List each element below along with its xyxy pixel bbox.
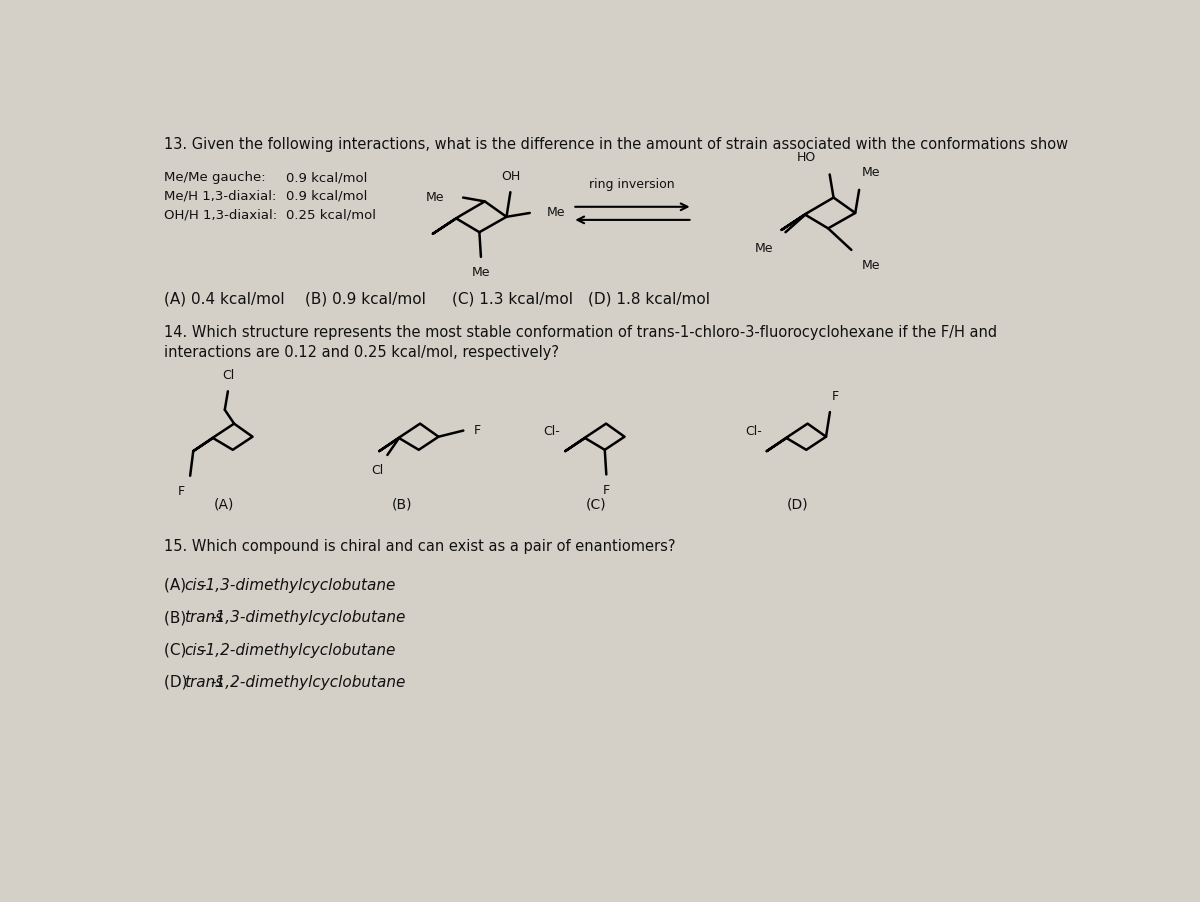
Text: 14. Which structure represents the most stable conformation of trans-1-chloro-3-: 14. Which structure represents the most … bbox=[164, 326, 997, 340]
Text: OH: OH bbox=[500, 170, 520, 183]
Text: (B): (B) bbox=[164, 611, 191, 625]
Text: -1,3-dimethylcyclobutane: -1,3-dimethylcyclobutane bbox=[200, 578, 395, 593]
Text: Cl: Cl bbox=[371, 465, 384, 477]
Text: (A): (A) bbox=[214, 497, 234, 511]
Text: 15. Which compound is chiral and can exist as a pair of enantiomers?: 15. Which compound is chiral and can exi… bbox=[164, 539, 676, 555]
Text: Me/H 1,3-diaxial:: Me/H 1,3-diaxial: bbox=[164, 189, 276, 203]
Text: (C): (C) bbox=[586, 497, 606, 511]
Text: F: F bbox=[602, 483, 610, 497]
Text: Me: Me bbox=[863, 259, 881, 272]
Text: F: F bbox=[178, 485, 185, 498]
Text: 0.25 kcal/mol: 0.25 kcal/mol bbox=[286, 208, 376, 221]
Text: Me/Me gauche:: Me/Me gauche: bbox=[164, 171, 265, 184]
Text: (C): (C) bbox=[164, 642, 191, 658]
Text: -1,2-dimethylcyclobutane: -1,2-dimethylcyclobutane bbox=[210, 675, 406, 690]
Text: Cl-: Cl- bbox=[745, 426, 762, 438]
Text: trans: trans bbox=[184, 611, 223, 625]
Text: -1,2-dimethylcyclobutane: -1,2-dimethylcyclobutane bbox=[200, 642, 395, 658]
Text: (D): (D) bbox=[787, 497, 809, 511]
Text: (D) 1.8 kcal/mol: (D) 1.8 kcal/mol bbox=[588, 291, 710, 307]
Text: cis: cis bbox=[184, 642, 205, 658]
Text: (B) 0.9 kcal/mol: (B) 0.9 kcal/mol bbox=[305, 291, 426, 307]
Text: (A) 0.4 kcal/mol: (A) 0.4 kcal/mol bbox=[164, 291, 284, 307]
Text: Me: Me bbox=[547, 207, 565, 219]
Text: (A): (A) bbox=[164, 578, 191, 593]
Text: F: F bbox=[833, 390, 839, 403]
Text: (B): (B) bbox=[391, 497, 413, 511]
Text: 0.9 kcal/mol: 0.9 kcal/mol bbox=[286, 189, 367, 203]
Text: ring inversion: ring inversion bbox=[589, 179, 674, 191]
Text: OH/H 1,3-diaxial:: OH/H 1,3-diaxial: bbox=[164, 208, 277, 221]
Text: -1,3-dimethylcyclobutane: -1,3-dimethylcyclobutane bbox=[210, 611, 406, 625]
Text: Me: Me bbox=[472, 266, 490, 279]
Text: 0.9 kcal/mol: 0.9 kcal/mol bbox=[286, 171, 367, 184]
Text: F: F bbox=[474, 424, 481, 437]
Text: Cl-: Cl- bbox=[544, 426, 560, 438]
Text: interactions are 0.12 and 0.25 kcal/mol, respectively?: interactions are 0.12 and 0.25 kcal/mol,… bbox=[164, 345, 559, 361]
Text: 13. Given the following interactions, what is the difference in the amount of st: 13. Given the following interactions, wh… bbox=[164, 137, 1068, 152]
Text: HO: HO bbox=[797, 151, 816, 163]
Text: Me: Me bbox=[862, 166, 880, 179]
Text: Cl: Cl bbox=[222, 369, 234, 382]
Text: Me: Me bbox=[755, 243, 773, 255]
Text: (D): (D) bbox=[164, 675, 192, 690]
Text: (C) 1.3 kcal/mol: (C) 1.3 kcal/mol bbox=[452, 291, 574, 307]
Text: cis: cis bbox=[184, 578, 205, 593]
Text: Me: Me bbox=[426, 191, 444, 204]
Text: trans: trans bbox=[184, 675, 223, 690]
